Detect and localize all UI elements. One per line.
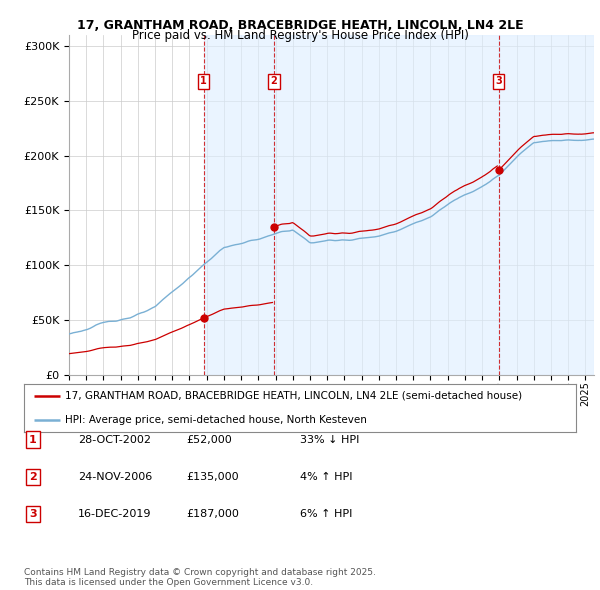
- Text: Price paid vs. HM Land Registry's House Price Index (HPI): Price paid vs. HM Land Registry's House …: [131, 30, 469, 42]
- Text: 2: 2: [271, 76, 277, 86]
- Text: 2: 2: [29, 472, 37, 481]
- Text: Contains HM Land Registry data © Crown copyright and database right 2025.
This d: Contains HM Land Registry data © Crown c…: [24, 568, 376, 587]
- Text: 1: 1: [29, 435, 37, 444]
- Text: 16-DEC-2019: 16-DEC-2019: [78, 509, 151, 519]
- Text: 17, GRANTHAM ROAD, BRACEBRIDGE HEATH, LINCOLN, LN4 2LE (semi-detached house): 17, GRANTHAM ROAD, BRACEBRIDGE HEATH, LI…: [65, 391, 523, 401]
- Text: £135,000: £135,000: [186, 472, 239, 481]
- Text: 17, GRANTHAM ROAD, BRACEBRIDGE HEATH, LINCOLN, LN4 2LE: 17, GRANTHAM ROAD, BRACEBRIDGE HEATH, LI…: [77, 19, 523, 32]
- Text: 6% ↑ HPI: 6% ↑ HPI: [300, 509, 352, 519]
- Bar: [274, 35, 499, 375]
- Bar: [499, 35, 594, 375]
- Text: £52,000: £52,000: [186, 435, 232, 444]
- Text: 33% ↓ HPI: 33% ↓ HPI: [300, 435, 359, 444]
- Text: 1: 1: [200, 76, 207, 86]
- Text: HPI: Average price, semi-detached house, North Kesteven: HPI: Average price, semi-detached house,…: [65, 415, 367, 425]
- Text: 28-OCT-2002: 28-OCT-2002: [78, 435, 151, 444]
- Bar: [203, 35, 274, 375]
- Text: 3: 3: [29, 509, 37, 519]
- Text: 3: 3: [495, 76, 502, 86]
- Text: 24-NOV-2006: 24-NOV-2006: [78, 472, 152, 481]
- Text: 4% ↑ HPI: 4% ↑ HPI: [300, 472, 353, 481]
- Text: £187,000: £187,000: [186, 509, 239, 519]
